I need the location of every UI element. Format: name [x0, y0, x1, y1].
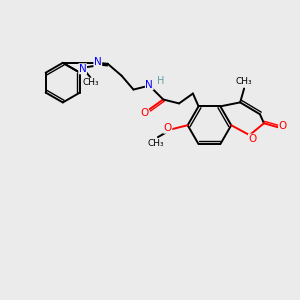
Text: CH₃: CH₃: [82, 78, 99, 87]
Text: O: O: [279, 121, 287, 131]
Text: O: O: [140, 108, 148, 118]
Text: O: O: [248, 134, 257, 144]
Text: O: O: [164, 123, 172, 133]
Text: CH₃: CH₃: [148, 139, 164, 148]
Text: CH₃: CH₃: [236, 77, 252, 86]
Text: N: N: [79, 64, 86, 74]
Text: H: H: [157, 76, 165, 85]
Text: N: N: [146, 80, 153, 90]
Text: N: N: [94, 57, 102, 67]
